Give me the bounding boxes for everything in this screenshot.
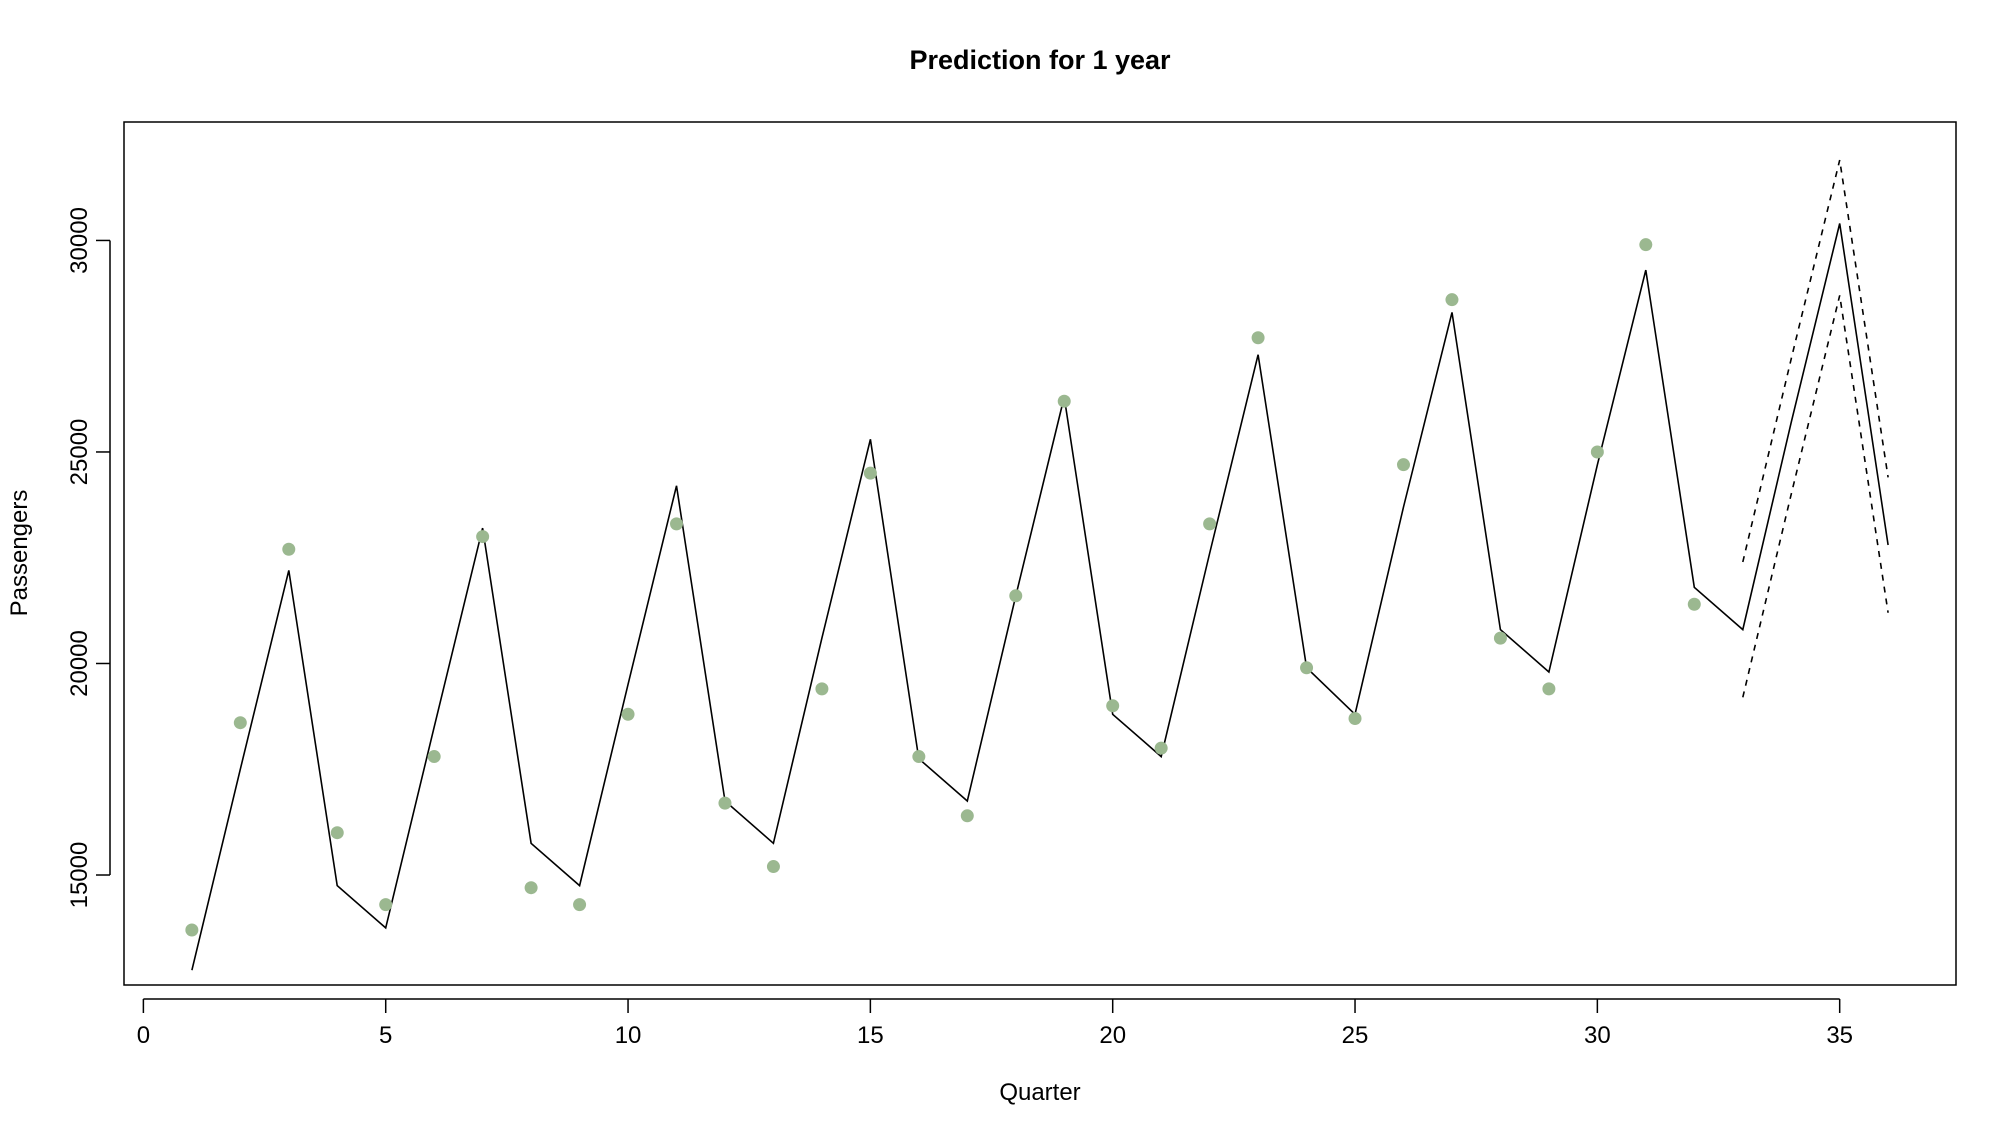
data-point [815, 682, 829, 696]
y-axis-label: Passengers [6, 490, 33, 617]
data-point [1542, 682, 1556, 696]
y-tick-label: 25000 [66, 419, 93, 486]
data-point [1348, 711, 1362, 725]
data-point [1251, 331, 1265, 345]
data-point [1106, 699, 1120, 713]
prediction-interval-line [1742, 295, 1889, 698]
prediction-interval-line [1742, 159, 1889, 563]
data-point [1203, 517, 1217, 531]
data-point [233, 716, 247, 730]
data-point [912, 750, 926, 764]
data-point [476, 530, 490, 544]
x-tick-label: 5 [379, 1022, 392, 1049]
data-point [960, 809, 974, 823]
data-point [621, 707, 635, 721]
x-axis-label: Quarter [999, 1079, 1080, 1106]
data-point [1057, 394, 1071, 408]
data-point [282, 542, 296, 556]
x-tick-label: 30 [1584, 1022, 1611, 1049]
series-lines [191, 159, 1889, 971]
x-tick-label: 35 [1826, 1022, 1853, 1049]
fitted-line [191, 223, 1889, 971]
data-point [1590, 445, 1604, 459]
data-point [573, 898, 587, 912]
x-tick-label: 20 [1099, 1022, 1126, 1049]
x-axis: 0 5 10 15 20 25 30 35 [137, 998, 1853, 1049]
x-tick-label: 15 [857, 1022, 884, 1049]
chart-title: Prediction for 1 year [909, 45, 1171, 75]
data-point [1493, 631, 1507, 645]
y-tick-label: 30000 [66, 207, 93, 274]
data-point [427, 750, 441, 764]
plot-frame [123, 121, 1957, 986]
data-point [863, 466, 877, 480]
data-point [766, 860, 780, 874]
data-point [1300, 661, 1314, 675]
data-point [379, 898, 393, 912]
data-point [1396, 458, 1410, 472]
y-axis: 15000 20000 25000 30000 [66, 207, 111, 909]
y-tick-label: 20000 [66, 630, 93, 697]
data-point [718, 796, 732, 810]
series-points [185, 238, 1701, 937]
x-tick-label: 10 [615, 1022, 642, 1049]
x-tick-label: 0 [137, 1022, 150, 1049]
data-point [185, 923, 199, 937]
data-point [1445, 293, 1459, 307]
y-tick-label: 15000 [66, 842, 93, 909]
data-point [1687, 597, 1701, 611]
data-point [330, 826, 344, 840]
data-point [524, 881, 538, 895]
data-point [1154, 741, 1168, 755]
data-point [670, 517, 684, 531]
x-tick-label: 25 [1342, 1022, 1369, 1049]
data-point [1009, 589, 1023, 603]
data-point [1639, 238, 1653, 252]
